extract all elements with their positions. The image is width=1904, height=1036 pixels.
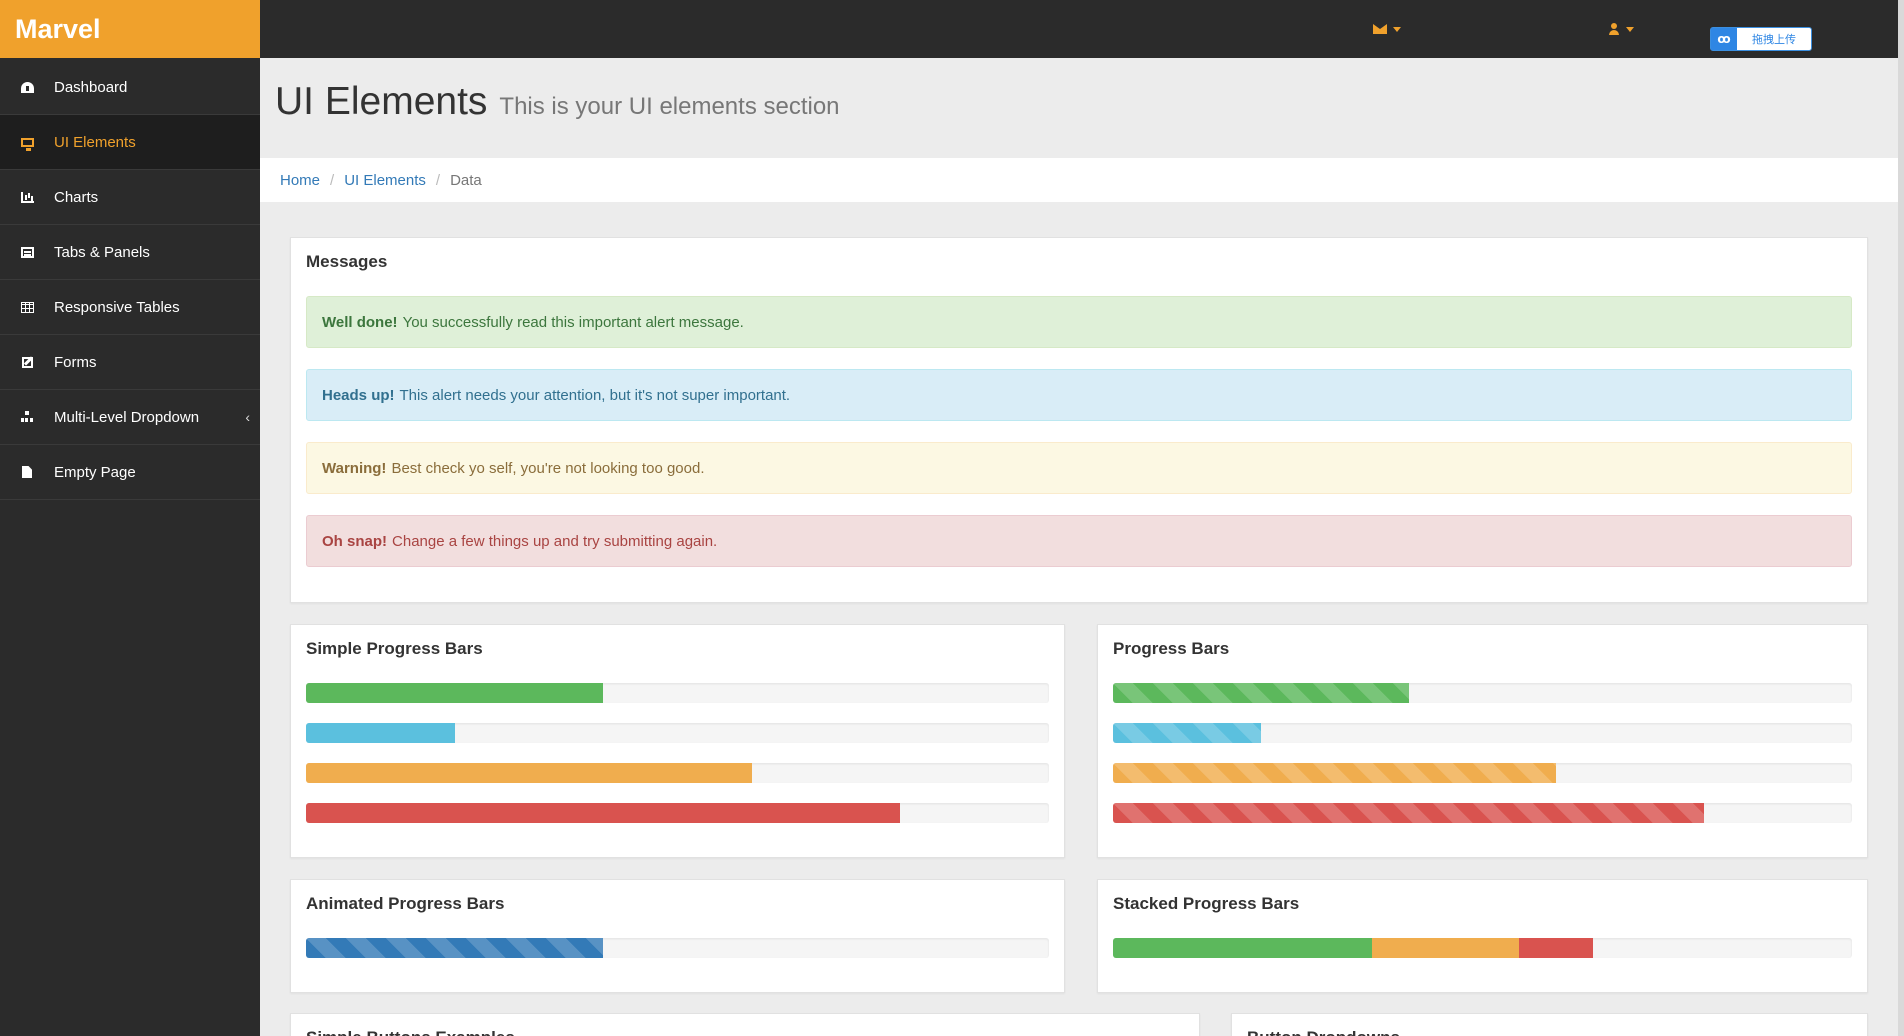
progress-fill-success: [306, 683, 604, 703]
progress-bar: [306, 763, 1049, 783]
messages-panel: Messages Well done! You successfully rea…: [290, 237, 1868, 603]
alert-heading: Heads up!: [322, 386, 395, 404]
alert-info: Heads up! This alert needs your attentio…: [306, 369, 1852, 421]
striped-progress-panel: Progress Bars: [1097, 624, 1868, 858]
sidebar-item-charts[interactable]: Charts: [0, 170, 260, 225]
upload-widget[interactable]: ꝏ 拖拽上传: [1710, 27, 1812, 51]
alert-heading: Well done!: [322, 313, 398, 331]
sidebar-item-label: Dashboard: [54, 78, 128, 96]
animated-progress-panel: Animated Progress Bars: [290, 879, 1065, 993]
sidebar-item-responsive-tables[interactable]: Responsive Tables: [0, 280, 260, 335]
alert-heading: Oh snap!: [322, 532, 388, 550]
panel-title: Simple Buttons Examples: [306, 1028, 515, 1036]
alert-text: This alert needs your attention, but it'…: [399, 386, 791, 404]
sidebar-item-forms[interactable]: Forms: [0, 335, 260, 390]
sidebar-item-dashboard[interactable]: Dashboard: [0, 60, 260, 115]
alert-danger: Oh snap! Change a few things up and try …: [306, 515, 1852, 567]
alert-heading: Warning!: [322, 459, 387, 477]
progress-fill-success: [1113, 683, 1409, 703]
tabs-icon: [20, 246, 34, 258]
alert-text: You successfully read this important ale…: [402, 313, 744, 331]
stacked-progress-panel: Stacked Progress Bars: [1097, 879, 1868, 993]
sidebar-item-label: Forms: [54, 353, 97, 371]
bar-chart-icon: [20, 191, 34, 203]
sidebar-item-label: Empty Page: [54, 463, 136, 481]
progress-bar: [1113, 683, 1852, 703]
progress-fill-warning: [1113, 763, 1557, 783]
panel-title: Animated Progress Bars: [306, 894, 505, 913]
progress-bar: [306, 683, 1049, 703]
dashboard-icon: [20, 81, 34, 93]
messages-dropdown[interactable]: [1373, 0, 1401, 58]
panel-title: Simple Progress Bars: [306, 639, 483, 658]
page-header: UI Elements This is your UI elements sec…: [275, 80, 840, 124]
progress-bar: [306, 803, 1049, 823]
alert-warning: Warning! Best check yo self, you're not …: [306, 442, 1852, 494]
sidebar-item-tabs-panels[interactable]: Tabs & Panels: [0, 225, 260, 280]
progress-fill-info: [306, 723, 455, 743]
user-dropdown[interactable]: [1608, 0, 1634, 58]
progress-bar: [1113, 803, 1852, 823]
stacked-progress-bar: [1113, 938, 1852, 958]
edit-icon: [21, 356, 33, 368]
top-navbar: [260, 0, 1904, 58]
upload-label: 拖拽上传: [1752, 34, 1796, 46]
sidebar-item-label: UI Elements: [54, 133, 136, 151]
alert-success: Well done! You successfully read this im…: [306, 296, 1852, 348]
alert-text: Change a few things up and try submittin…: [392, 532, 718, 550]
breadcrumb-current: Data: [450, 171, 482, 189]
file-icon: [22, 466, 32, 478]
alert-text: Best check yo self, you're not looking t…: [391, 459, 705, 477]
panel-title: Stacked Progress Bars: [1113, 894, 1300, 913]
breadcrumb: Home / UI Elements / Data: [260, 158, 1898, 202]
simple-progress-panel: Simple Progress Bars: [290, 624, 1065, 858]
panel-title: Progress Bars: [1113, 639, 1230, 658]
sidebar-item-label: Tabs & Panels: [54, 243, 150, 261]
sidebar-item-empty-page[interactable]: Empty Page: [0, 445, 260, 500]
progress-bar: [306, 723, 1049, 743]
progress-segment-success: [1113, 938, 1372, 958]
progress-segment-danger: [1519, 938, 1594, 958]
desktop-icon: [20, 137, 34, 151]
caret-down-icon: [1626, 26, 1634, 32]
breadcrumb-separator: /: [435, 171, 441, 189]
sitemap-icon: [21, 411, 33, 423]
caret-down-icon: [1393, 26, 1401, 32]
sidebar-item-label: Charts: [54, 188, 99, 206]
cloud-upload-icon: ꝏ: [1711, 28, 1737, 50]
chevron-left-icon: ‹: [245, 409, 250, 425]
scrollbar[interactable]: [1898, 0, 1904, 1036]
sidebar-item-multi-level-dropdown[interactable]: Multi-Level Dropdown ‹: [0, 390, 260, 445]
progress-fill-primary: [306, 938, 604, 958]
progress-fill-info: [1113, 723, 1261, 743]
page-subtitle: This is your UI elements section: [499, 93, 840, 120]
sidebar: Dashboard UI Elements Charts Tabs & Pane…: [0, 58, 260, 1036]
user-icon: [1608, 23, 1620, 35]
progress-fill-warning: [306, 763, 752, 783]
simple-buttons-panel: Simple Buttons Examples: [290, 1013, 1200, 1036]
progress-fill-danger: [306, 803, 901, 823]
progress-bar: [306, 938, 1049, 958]
button-dropdowns-panel: Button Dropdowns: [1231, 1013, 1868, 1036]
breadcrumb-home-link[interactable]: Home: [280, 171, 321, 189]
panel-title: Button Dropdowns: [1247, 1028, 1400, 1036]
sidebar-item-label: Responsive Tables: [54, 298, 180, 316]
envelope-icon: [1373, 24, 1387, 34]
progress-bar: [1113, 723, 1852, 743]
sidebar-item-ui-elements[interactable]: UI Elements: [0, 115, 260, 170]
breadcrumb-separator: /: [330, 171, 335, 189]
table-icon: [20, 301, 34, 313]
progress-bar: [1113, 763, 1852, 783]
progress-segment-warning: [1371, 938, 1520, 958]
brand-logo[interactable]: Marvel: [0, 0, 260, 58]
panel-title: Messages: [306, 252, 388, 271]
page-title: UI Elements: [275, 80, 488, 123]
sidebar-item-label: Multi-Level Dropdown: [54, 408, 200, 426]
breadcrumb-ui-elements-link[interactable]: UI Elements: [344, 171, 426, 189]
progress-fill-danger: [1113, 803, 1705, 823]
